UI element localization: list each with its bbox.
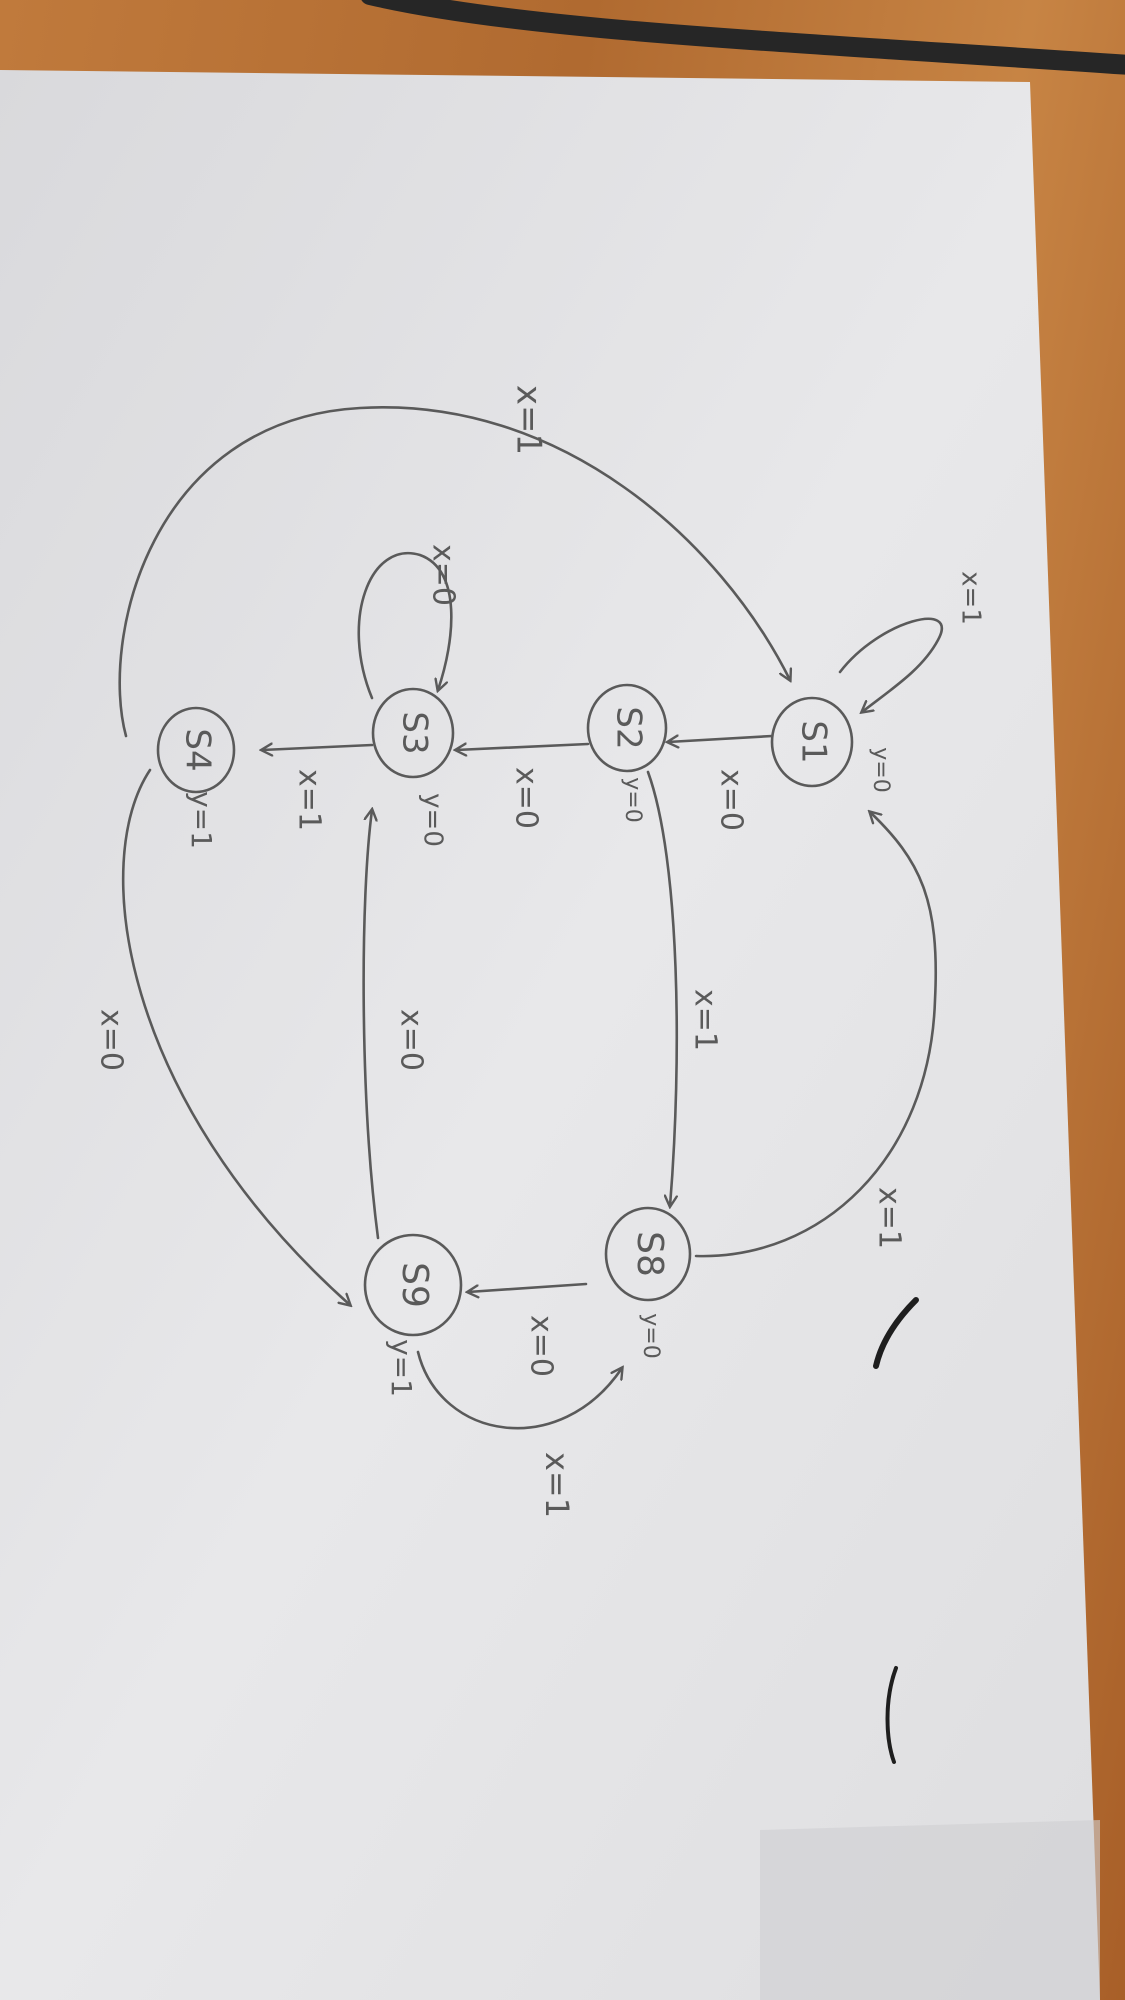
transition-s1-s1-label: x=1 [956,571,986,625]
state-s4-label: S4 [178,728,218,771]
state-s8-circle [604,1206,692,1302]
transition-s9-s3-label: x=0 [394,1009,429,1071]
transition-s1-s2 [668,736,774,742]
transition-s2-s3 [456,744,590,750]
transition-s8-s9 [468,1282,588,1292]
state-s2-circle [586,683,668,773]
pencil-mark [885,1666,898,1764]
state-s8-output: y=0 [638,1313,663,1358]
transition-s3-s4-label: x=1 [292,769,327,831]
transition-s8-s1 [694,812,937,1258]
state-s1-output: y=0 [868,747,893,792]
transition-s2-s3-label: x=0 [509,767,544,829]
state-s3-label: S3 [395,711,435,754]
transition-s4-s9-label: x=0 [94,1009,129,1071]
pencil-mark [873,1297,919,1369]
cable [361,0,1125,75]
transition-s3-s4 [262,745,374,750]
state-s1-label: S1 [794,720,834,763]
paper-shadow [760,1820,1100,2000]
transition-s4-s1 [118,406,790,738]
paper-sheet [0,70,1100,2000]
state-s9-label: S9 [394,1262,435,1308]
state-s4-circle [156,706,236,794]
state-s3-output: y=0 [418,793,448,847]
transition-s8-s9-label: x=0 [524,1315,559,1377]
transition-s2-s8 [646,770,679,1206]
state-s2-output: y=0 [620,777,645,822]
transition-s9-s8-label: x=1 [538,1452,576,1518]
transition-s2-s8-label: x=1 [688,989,723,1051]
state-s9-circle [363,1233,463,1337]
transition-s9-s3 [362,810,380,1240]
state-s3-circle [371,687,455,779]
state-s2-label: S2 [609,706,649,749]
transition-s3-s3-label: x=0 [426,544,461,606]
transition-s1-s1 [838,617,943,712]
state-s4-output: y=1 [185,791,218,849]
transition-s1-s2-label: x=0 [714,769,749,831]
state-s9-output: y=1 [385,1339,418,1397]
transition-s4-s1-label: x=1 [509,385,549,455]
transition-s3-s3 [357,551,453,700]
state-s1-circle [770,696,854,788]
state-s8-label: S8 [629,1231,670,1277]
transition-s8-s1-label: x=1 [872,1187,907,1249]
transition-s4-s9 [121,768,350,1305]
transition-s9-s8 [416,1350,622,1430]
